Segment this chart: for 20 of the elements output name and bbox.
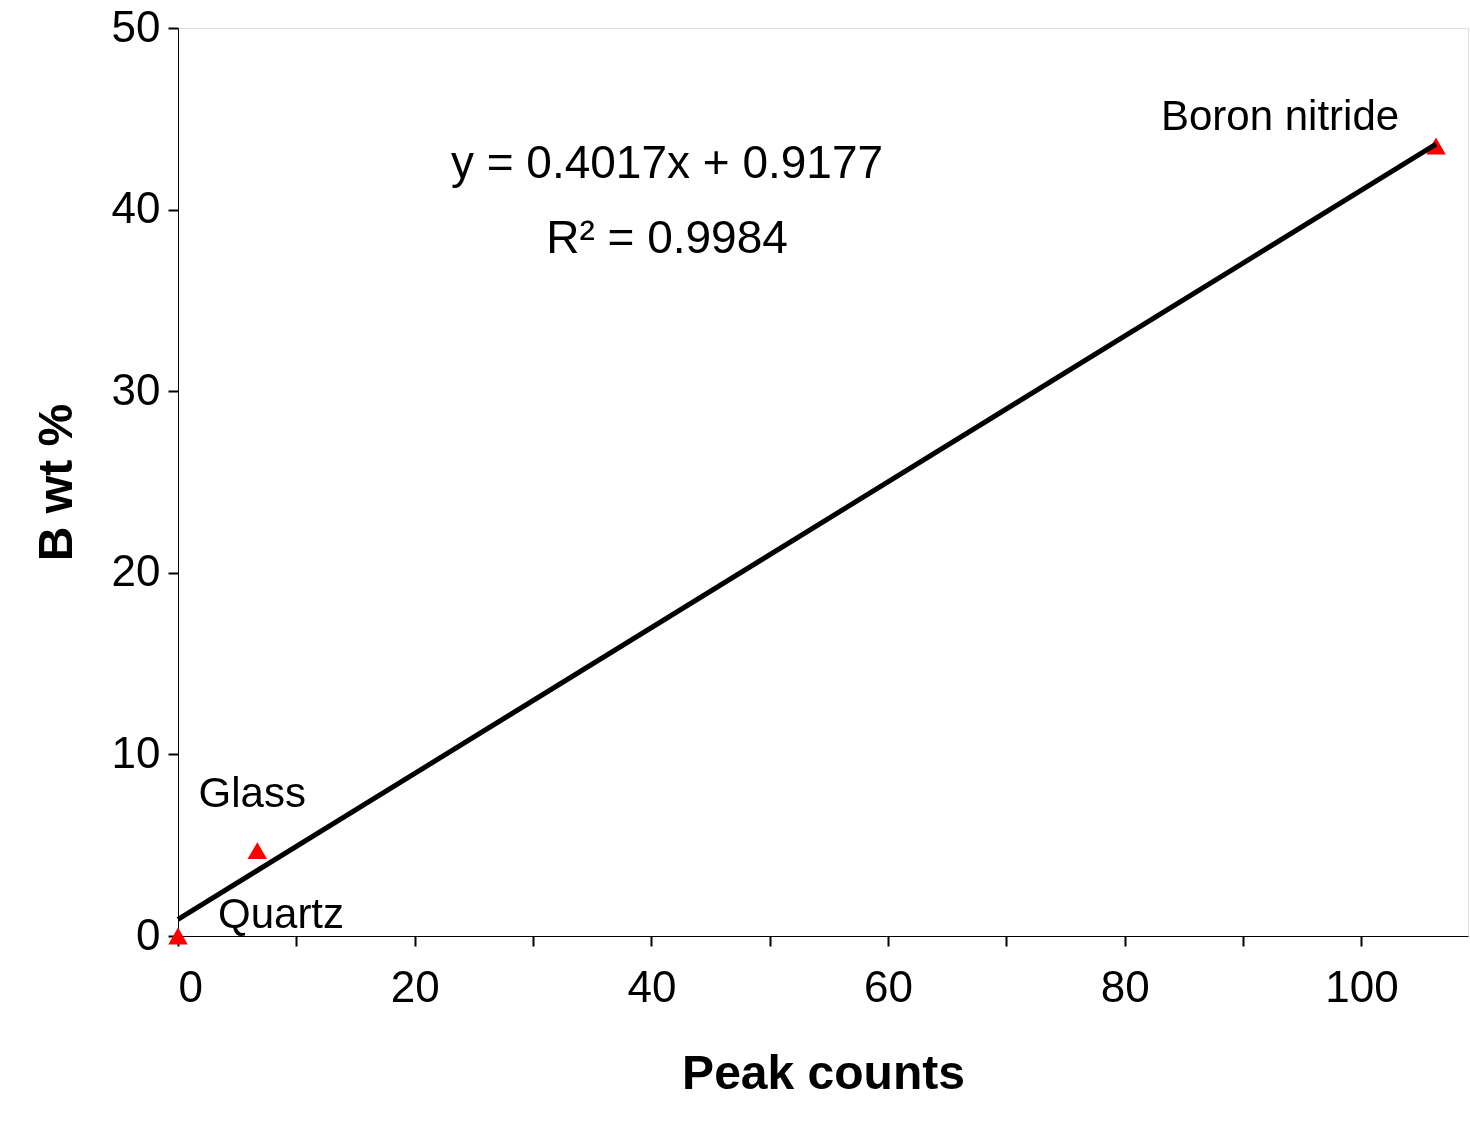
y-tick-label: 10 bbox=[111, 727, 161, 777]
x-tick-label: 20 bbox=[390, 961, 440, 1011]
x-tick-label: 80 bbox=[1100, 961, 1150, 1011]
x-tick-label: 40 bbox=[627, 961, 677, 1011]
annotation: Glass bbox=[198, 768, 306, 816]
y-tick-label: 40 bbox=[111, 183, 161, 233]
annotation: Boron nitride bbox=[1160, 92, 1400, 140]
y-tick-label: 0 bbox=[136, 909, 161, 959]
y-tick-label: 20 bbox=[111, 546, 161, 596]
x-axis-title: Peak counts bbox=[682, 1045, 965, 1099]
annotation: R² = 0.9984 bbox=[546, 211, 788, 263]
point bbox=[247, 842, 268, 860]
x-tick-label: 60 bbox=[864, 961, 914, 1011]
x-tick-label: 100 bbox=[1325, 961, 1399, 1011]
annotation: Quartz bbox=[218, 890, 345, 937]
x-tick-label: 0 bbox=[178, 961, 203, 1011]
y-tick-label: 50 bbox=[111, 1, 161, 51]
y-tick-label: 30 bbox=[111, 364, 161, 414]
y-axis-title: B wt % bbox=[28, 403, 82, 562]
annotation: y = 0.4017x + 0.9177 bbox=[450, 136, 884, 188]
